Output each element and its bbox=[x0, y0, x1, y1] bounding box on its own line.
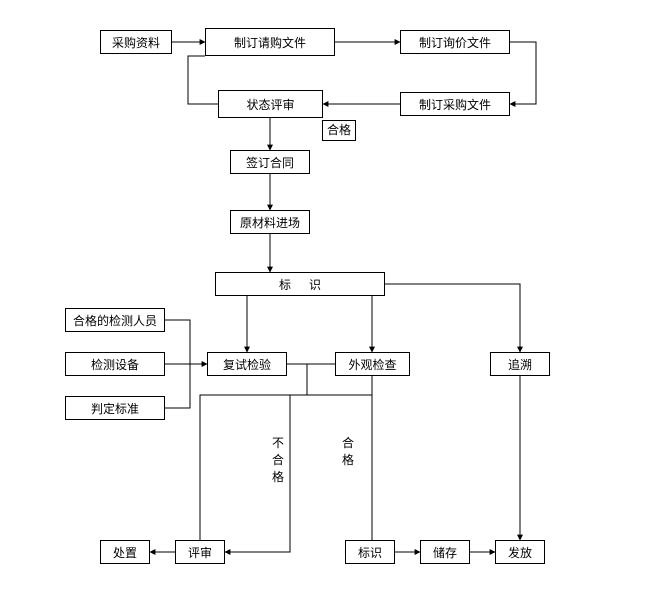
edge-4 bbox=[188, 56, 218, 104]
flowchart-canvas: 采购资料制订请购文件制订询价文件制订采购文件状态评审签订合同原材料进场标 识合格… bbox=[0, 0, 651, 592]
edges-layer bbox=[0, 0, 651, 592]
node-n16: 评审 bbox=[175, 540, 225, 564]
node-n13: 外观检查 bbox=[335, 352, 410, 376]
node-n10: 检测设备 bbox=[65, 352, 165, 376]
node-n4: 制订采购文件 bbox=[400, 92, 510, 116]
edge-13 bbox=[165, 364, 190, 408]
node-n17: 标识 bbox=[345, 540, 395, 564]
node-n5: 状态评审 bbox=[218, 90, 323, 118]
node-n1: 采购资料 bbox=[100, 30, 172, 54]
node-n19: 发放 bbox=[495, 540, 545, 564]
label-l1: 合格 bbox=[322, 120, 356, 141]
node-n8: 标 识 bbox=[215, 272, 385, 296]
label-l2: 不 合 格 bbox=[272, 435, 284, 485]
edge-11 bbox=[165, 320, 190, 364]
node-n9: 合格的检测人员 bbox=[65, 308, 165, 332]
node-n3: 制订询价文件 bbox=[400, 30, 510, 54]
node-n7: 原材料进场 bbox=[230, 210, 310, 234]
edge-15 bbox=[200, 364, 307, 552]
node-n18: 储存 bbox=[420, 540, 470, 564]
node-n11: 判定标准 bbox=[65, 396, 165, 420]
node-n2: 制订请购文件 bbox=[205, 28, 335, 56]
edge-2 bbox=[510, 42, 536, 104]
node-n12: 复试检验 bbox=[207, 352, 287, 376]
edge-8 bbox=[385, 284, 520, 352]
node-n6: 签订合同 bbox=[230, 150, 310, 174]
node-n15: 处置 bbox=[100, 540, 150, 564]
edge-17 bbox=[372, 376, 395, 552]
label-l3: 合 格 bbox=[342, 435, 354, 469]
node-n14: 追溯 bbox=[490, 352, 550, 376]
